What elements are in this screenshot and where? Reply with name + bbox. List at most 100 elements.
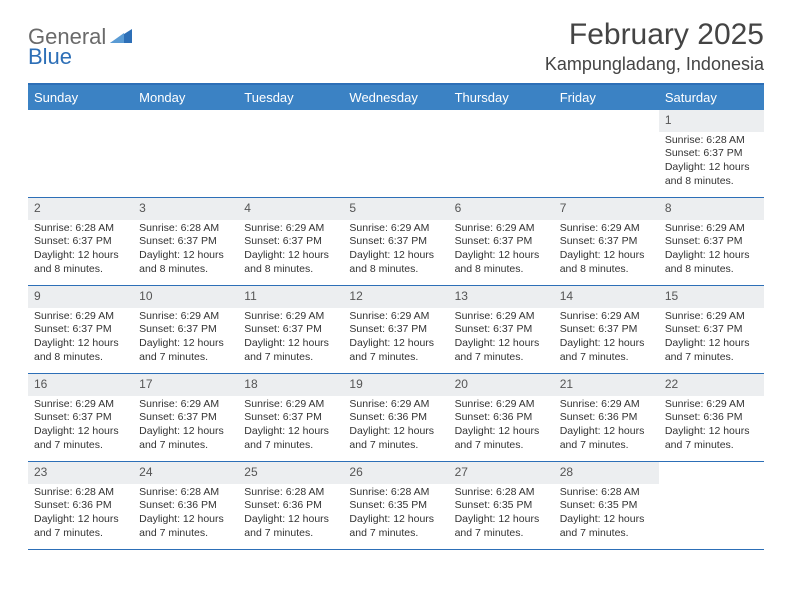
daylight-line: Daylight: 12 hours and 8 minutes.	[665, 161, 758, 188]
sunset-line: Sunset: 6:36 PM	[560, 411, 653, 425]
sunrise-line: Sunrise: 6:29 AM	[34, 398, 127, 412]
sunset-line: Sunset: 6:37 PM	[665, 147, 758, 161]
header: General February 2025 Kampungladang, Ind…	[28, 18, 764, 75]
calendar-cell: 22Sunrise: 6:29 AMSunset: 6:36 PMDayligh…	[659, 374, 764, 462]
calendar-cell: 14Sunrise: 6:29 AMSunset: 6:37 PMDayligh…	[554, 286, 659, 374]
daylight-line: Daylight: 12 hours and 7 minutes.	[244, 513, 337, 540]
daylight-line: Daylight: 12 hours and 7 minutes.	[349, 425, 442, 452]
calendar-cell: 1Sunrise: 6:28 AMSunset: 6:37 PMDaylight…	[659, 110, 764, 198]
daylight-line: Daylight: 12 hours and 8 minutes.	[34, 337, 127, 364]
day-number: 8	[659, 198, 764, 220]
calendar-cell: 26Sunrise: 6:28 AMSunset: 6:35 PMDayligh…	[343, 462, 448, 550]
sunrise-line: Sunrise: 6:29 AM	[560, 310, 653, 324]
daylight-line: Daylight: 12 hours and 7 minutes.	[34, 513, 127, 540]
calendar-cell: 11Sunrise: 6:29 AMSunset: 6:37 PMDayligh…	[238, 286, 343, 374]
calendar-cell: 3Sunrise: 6:28 AMSunset: 6:37 PMDaylight…	[133, 198, 238, 286]
day-number: 16	[28, 374, 133, 396]
daylight-line: Daylight: 12 hours and 8 minutes.	[560, 249, 653, 276]
logo-sub: Blue	[28, 44, 72, 70]
day-content: Sunrise: 6:29 AMSunset: 6:37 PMDaylight:…	[554, 220, 659, 283]
daylight-line: Daylight: 12 hours and 7 minutes.	[455, 513, 548, 540]
calendar-header-cell: Wednesday	[343, 85, 448, 110]
sunset-line: Sunset: 6:37 PM	[34, 411, 127, 425]
day-number: 4	[238, 198, 343, 220]
sunrise-line: Sunrise: 6:29 AM	[139, 398, 232, 412]
calendar-cell: 27Sunrise: 6:28 AMSunset: 6:35 PMDayligh…	[449, 462, 554, 550]
day-number: 20	[449, 374, 554, 396]
calendar-cell: 21Sunrise: 6:29 AMSunset: 6:36 PMDayligh…	[554, 374, 659, 462]
day-number: 26	[343, 462, 448, 484]
day-content: Sunrise: 6:29 AMSunset: 6:36 PMDaylight:…	[554, 396, 659, 459]
day-number: 9	[28, 286, 133, 308]
sunset-line: Sunset: 6:37 PM	[455, 235, 548, 249]
calendar-cell: 13Sunrise: 6:29 AMSunset: 6:37 PMDayligh…	[449, 286, 554, 374]
sunset-line: Sunset: 6:36 PM	[139, 499, 232, 513]
day-number: 10	[133, 286, 238, 308]
calendar-header-cell: Tuesday	[238, 85, 343, 110]
day-content: Sunrise: 6:29 AMSunset: 6:37 PMDaylight:…	[133, 308, 238, 371]
daylight-line: Daylight: 12 hours and 8 minutes.	[34, 249, 127, 276]
daylight-line: Daylight: 12 hours and 7 minutes.	[560, 425, 653, 452]
calendar-cell: 19Sunrise: 6:29 AMSunset: 6:36 PMDayligh…	[343, 374, 448, 462]
sunrise-line: Sunrise: 6:29 AM	[560, 222, 653, 236]
calendar-cell: 7Sunrise: 6:29 AMSunset: 6:37 PMDaylight…	[554, 198, 659, 286]
calendar-cell	[133, 110, 238, 198]
sunset-line: Sunset: 6:36 PM	[244, 499, 337, 513]
calendar-cell: 23Sunrise: 6:28 AMSunset: 6:36 PMDayligh…	[28, 462, 133, 550]
sunset-line: Sunset: 6:37 PM	[139, 235, 232, 249]
day-content: Sunrise: 6:29 AMSunset: 6:37 PMDaylight:…	[659, 308, 764, 371]
day-number: 21	[554, 374, 659, 396]
calendar-header-cell: Friday	[554, 85, 659, 110]
sunset-line: Sunset: 6:37 PM	[560, 235, 653, 249]
daylight-line: Daylight: 12 hours and 7 minutes.	[560, 337, 653, 364]
sunrise-line: Sunrise: 6:29 AM	[665, 398, 758, 412]
sunset-line: Sunset: 6:37 PM	[244, 235, 337, 249]
logo-text-blue: Blue	[28, 44, 72, 69]
day-content: Sunrise: 6:29 AMSunset: 6:37 PMDaylight:…	[133, 396, 238, 459]
calendar-cell: 16Sunrise: 6:29 AMSunset: 6:37 PMDayligh…	[28, 374, 133, 462]
calendar-cell: 6Sunrise: 6:29 AMSunset: 6:37 PMDaylight…	[449, 198, 554, 286]
calendar-cell: 4Sunrise: 6:29 AMSunset: 6:37 PMDaylight…	[238, 198, 343, 286]
sunset-line: Sunset: 6:36 PM	[349, 411, 442, 425]
day-number: 5	[343, 198, 448, 220]
calendar-cell: 17Sunrise: 6:29 AMSunset: 6:37 PMDayligh…	[133, 374, 238, 462]
sunrise-line: Sunrise: 6:29 AM	[244, 222, 337, 236]
day-content: Sunrise: 6:29 AMSunset: 6:37 PMDaylight:…	[28, 308, 133, 371]
calendar-cell: 12Sunrise: 6:29 AMSunset: 6:37 PMDayligh…	[343, 286, 448, 374]
day-content: Sunrise: 6:29 AMSunset: 6:37 PMDaylight:…	[238, 308, 343, 371]
calendar-header-cell: Thursday	[449, 85, 554, 110]
sunrise-line: Sunrise: 6:29 AM	[455, 398, 548, 412]
daylight-line: Daylight: 12 hours and 7 minutes.	[139, 337, 232, 364]
title-block: February 2025 Kampungladang, Indonesia	[545, 18, 764, 75]
calendar-header-row: SundayMondayTuesdayWednesdayThursdayFrid…	[28, 85, 764, 110]
daylight-line: Daylight: 12 hours and 7 minutes.	[560, 513, 653, 540]
day-content: Sunrise: 6:29 AMSunset: 6:37 PMDaylight:…	[554, 308, 659, 371]
daylight-line: Daylight: 12 hours and 7 minutes.	[349, 337, 442, 364]
daylight-line: Daylight: 12 hours and 7 minutes.	[139, 425, 232, 452]
sunrise-line: Sunrise: 6:29 AM	[244, 398, 337, 412]
day-content: Sunrise: 6:28 AMSunset: 6:37 PMDaylight:…	[659, 132, 764, 195]
daylight-line: Daylight: 12 hours and 8 minutes.	[455, 249, 548, 276]
daylight-line: Daylight: 12 hours and 8 minutes.	[665, 249, 758, 276]
sunrise-line: Sunrise: 6:28 AM	[34, 222, 127, 236]
daylight-line: Daylight: 12 hours and 7 minutes.	[455, 425, 548, 452]
daylight-line: Daylight: 12 hours and 7 minutes.	[139, 513, 232, 540]
day-number: 28	[554, 462, 659, 484]
sunrise-line: Sunrise: 6:28 AM	[665, 134, 758, 148]
day-number: 18	[238, 374, 343, 396]
sunset-line: Sunset: 6:37 PM	[665, 235, 758, 249]
day-content: Sunrise: 6:28 AMSunset: 6:35 PMDaylight:…	[449, 484, 554, 547]
sunrise-line: Sunrise: 6:28 AM	[139, 222, 232, 236]
sunrise-line: Sunrise: 6:29 AM	[665, 310, 758, 324]
daylight-line: Daylight: 12 hours and 7 minutes.	[244, 337, 337, 364]
sunrise-line: Sunrise: 6:29 AM	[244, 310, 337, 324]
day-number: 11	[238, 286, 343, 308]
calendar-body: 1Sunrise: 6:28 AMSunset: 6:37 PMDaylight…	[28, 110, 764, 550]
daylight-line: Daylight: 12 hours and 8 minutes.	[139, 249, 232, 276]
day-number: 14	[554, 286, 659, 308]
calendar-cell: 20Sunrise: 6:29 AMSunset: 6:36 PMDayligh…	[449, 374, 554, 462]
calendar-cell: 8Sunrise: 6:29 AMSunset: 6:37 PMDaylight…	[659, 198, 764, 286]
sunrise-line: Sunrise: 6:28 AM	[455, 486, 548, 500]
day-number: 12	[343, 286, 448, 308]
calendar-cell: 15Sunrise: 6:29 AMSunset: 6:37 PMDayligh…	[659, 286, 764, 374]
